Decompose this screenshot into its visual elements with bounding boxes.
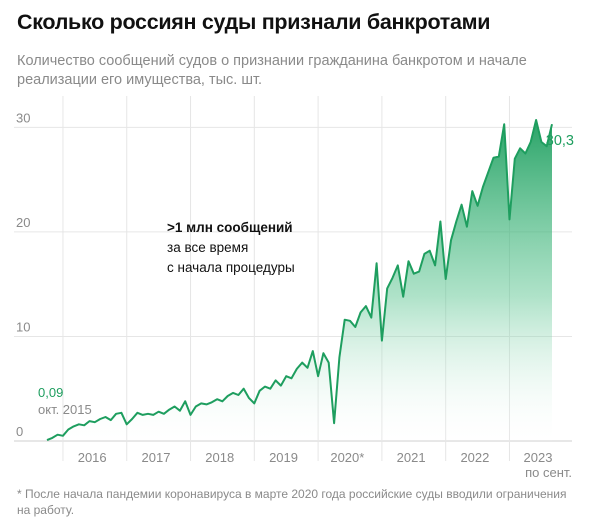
y-tick-label: 10 xyxy=(16,319,30,334)
series-area xyxy=(47,120,552,441)
x-axis-ticks: 2016 2017 2018 2019 2020* 2021 2022 2023 xyxy=(78,450,553,465)
x-tick-label: 2023 xyxy=(524,450,553,465)
area-chart: 0 10 20 30 2016 2017 2018 2019 2020* 2021 2022 202… xyxy=(14,96,574,480)
x-tick-label: 2021 xyxy=(397,450,426,465)
end-value-label: 30,3 xyxy=(546,133,574,149)
footnote: * После начала пандемии коронавируса в м… xyxy=(17,487,567,517)
annotation-line-1: за все время xyxy=(167,240,248,255)
series-line xyxy=(46,119,553,442)
y-tick-label: 20 xyxy=(16,215,30,230)
start-date-label: окт. 2015 xyxy=(38,402,92,417)
chart-title: Сколько россиян суды признали банкротами xyxy=(17,10,491,34)
annotation-headline: >1 млн сообщений xyxy=(167,220,293,235)
chart-subtitle: Количество сообщений судов о признании г… xyxy=(17,53,527,88)
x-tick-label: 2022 xyxy=(460,450,489,465)
x-tick-label: 2020* xyxy=(330,450,364,465)
start-value-label: 0,09 xyxy=(38,385,63,400)
y-tick-label: 30 xyxy=(16,110,30,125)
y-tick-label: 0 xyxy=(16,424,23,439)
x-tick-label: 2018 xyxy=(205,450,234,465)
y-axis-ticks: 0 10 20 30 xyxy=(16,110,30,439)
last-tick-sublabel: по сент. xyxy=(525,465,572,480)
x-tick-label: 2019 xyxy=(269,450,298,465)
x-tick-label: 2016 xyxy=(78,450,107,465)
x-tick-label: 2017 xyxy=(142,450,171,465)
annotation-line-2: с начала процедуры xyxy=(167,260,295,275)
